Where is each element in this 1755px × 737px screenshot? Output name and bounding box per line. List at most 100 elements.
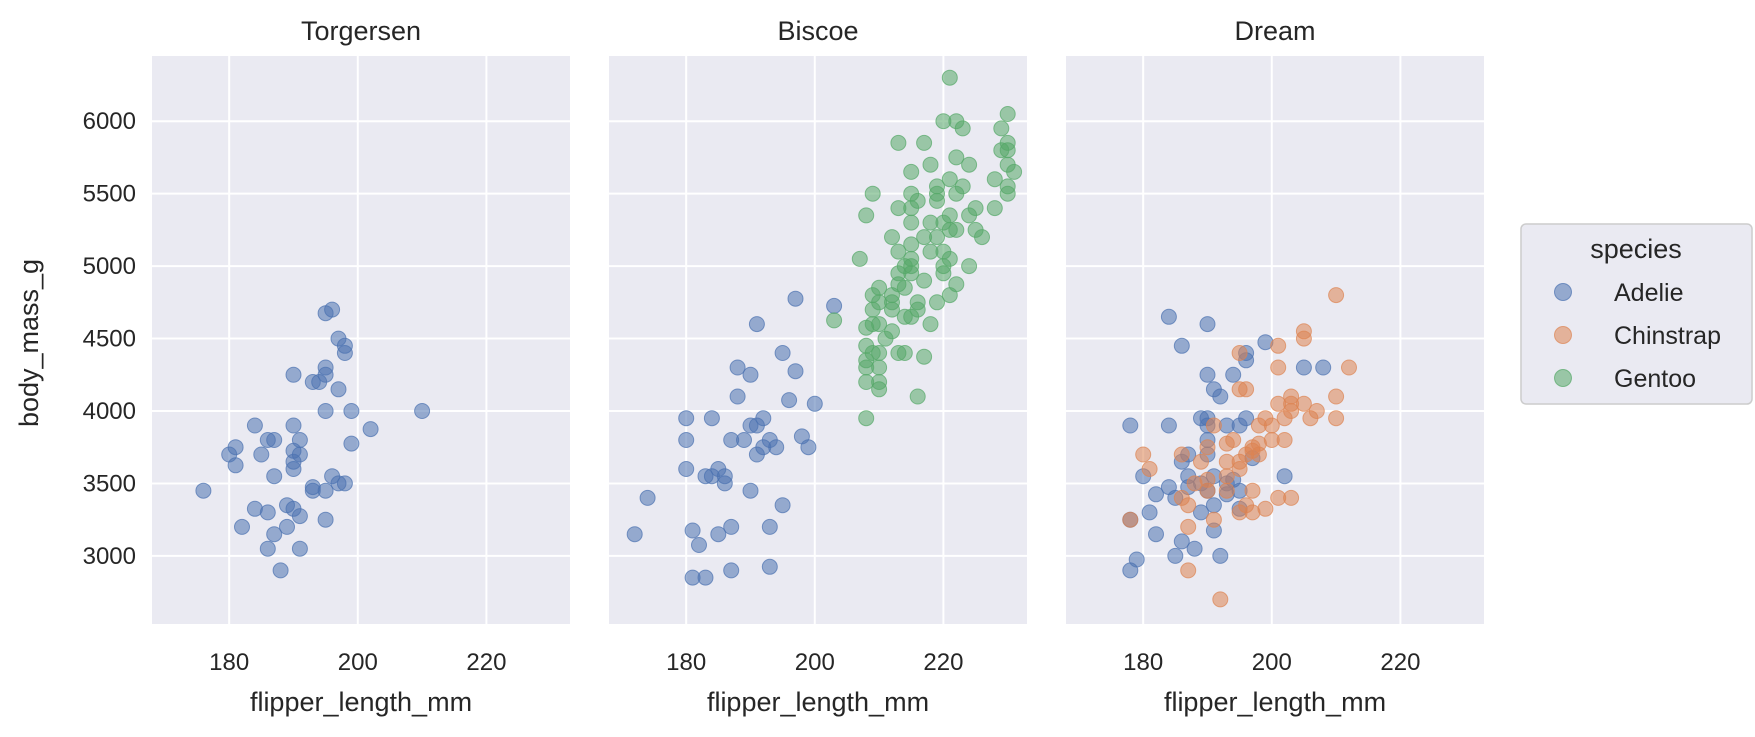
- point-chinstrap: [1270, 337, 1287, 354]
- point-adelie: [1122, 417, 1139, 434]
- point-adelie: [195, 482, 212, 499]
- point-adelie: [279, 518, 295, 535]
- x-tick-label: 220: [923, 649, 963, 676]
- point-gentoo: [967, 200, 984, 217]
- point-adelie: [1160, 417, 1177, 434]
- point-adelie: [755, 410, 772, 427]
- legend-marker: [1554, 283, 1572, 301]
- point-adelie: [1199, 316, 1216, 333]
- facet-dream: Dream 180 200 220 flipper_length_mm: [1066, 16, 1484, 717]
- point-gentoo: [871, 316, 888, 333]
- point-chinstrap: [1199, 471, 1216, 488]
- point-gentoo: [884, 323, 900, 340]
- point-gentoo: [961, 258, 978, 275]
- point-chinstrap: [1295, 395, 1312, 412]
- point-gentoo: [851, 250, 868, 267]
- point-gentoo: [948, 221, 965, 238]
- point-gentoo: [896, 279, 913, 296]
- point-adelie: [317, 366, 334, 383]
- point-gentoo: [986, 171, 1003, 188]
- point-adelie: [227, 439, 244, 456]
- point-chinstrap: [1270, 359, 1287, 376]
- point-adelie: [1186, 540, 1203, 557]
- x-tick-label: 200: [338, 649, 378, 676]
- point-gentoo: [916, 348, 933, 365]
- point-gentoo: [884, 301, 900, 318]
- point-adelie: [1205, 497, 1222, 514]
- point-adelie: [272, 562, 289, 579]
- legend: species Adelie Chinstrap Gentoo: [1520, 223, 1753, 405]
- point-adelie: [748, 316, 765, 333]
- x-axis-label: flipper_length_mm: [1164, 687, 1386, 717]
- point-adelie: [291, 446, 308, 463]
- point-chinstrap: [1218, 482, 1235, 499]
- point-adelie: [703, 410, 720, 427]
- point-gentoo: [826, 312, 843, 329]
- point-adelie: [1193, 504, 1209, 521]
- point-chinstrap: [1341, 359, 1357, 376]
- point-adelie: [774, 497, 791, 514]
- point-gentoo: [871, 345, 888, 361]
- point-adelie: [626, 526, 643, 543]
- legend-item-adelie: Adelie: [1554, 279, 1684, 307]
- point-adelie: [1276, 468, 1293, 485]
- point-adelie: [742, 482, 759, 499]
- point-adelie: [684, 522, 701, 539]
- y-tick-label: 5000: [83, 253, 136, 280]
- point-gentoo: [909, 301, 926, 318]
- point-adelie: [787, 363, 804, 380]
- point-gentoo: [993, 120, 1010, 137]
- point-gentoo: [999, 142, 1016, 159]
- legend-frame: [1520, 223, 1753, 405]
- point-chinstrap: [1212, 591, 1229, 608]
- point-chinstrap: [1225, 432, 1242, 448]
- point-adelie: [317, 403, 334, 419]
- legend-item-chinstrap: Chinstrap: [1554, 322, 1721, 350]
- point-adelie: [259, 540, 276, 557]
- point-chinstrap: [1180, 497, 1197, 514]
- point-chinstrap: [1283, 388, 1300, 405]
- point-chinstrap: [1328, 388, 1345, 405]
- point-chinstrap: [1257, 500, 1274, 517]
- point-chinstrap: [1328, 287, 1345, 304]
- point-adelie: [768, 439, 785, 456]
- point-adelie: [806, 395, 823, 412]
- point-chinstrap: [1295, 330, 1312, 347]
- point-gentoo: [896, 345, 913, 361]
- facet-title: Torgersen: [301, 16, 421, 46]
- point-adelie: [1315, 359, 1332, 376]
- point-adelie: [787, 290, 804, 307]
- point-gentoo: [954, 178, 971, 195]
- x-tick-label: 180: [1123, 649, 1163, 676]
- facet-title: Biscoe: [777, 16, 858, 46]
- point-adelie: [266, 526, 283, 543]
- point-adelie: [234, 518, 250, 535]
- point-gentoo: [871, 381, 888, 398]
- legend-item-gentoo: Gentoo: [1554, 365, 1696, 393]
- point-adelie: [800, 439, 817, 456]
- point-adelie: [336, 345, 353, 361]
- point-chinstrap: [1180, 562, 1197, 579]
- point-adelie: [1199, 366, 1216, 383]
- point-adelie: [678, 432, 695, 448]
- point-adelie: [285, 461, 302, 477]
- facet-panels: Torgersen 180 200 220 flipper_length_mm Bisco…: [83, 16, 1484, 717]
- legend-marker: [1554, 326, 1572, 344]
- point-chinstrap: [1238, 381, 1255, 398]
- y-tick-label: 3500: [83, 470, 136, 497]
- point-adelie: [1148, 526, 1164, 543]
- point-adelie: [697, 569, 714, 586]
- y-tick-label: 4000: [83, 398, 136, 425]
- legend-items: Adelie Chinstrap Gentoo: [1554, 279, 1721, 393]
- legend-marker: [1554, 369, 1572, 387]
- point-gentoo: [909, 388, 926, 405]
- point-adelie: [414, 403, 431, 419]
- point-adelie: [1128, 551, 1145, 568]
- point-adelie: [736, 432, 752, 448]
- point-adelie: [266, 432, 283, 448]
- point-gentoo: [916, 272, 933, 289]
- y-tick-label: 6000: [83, 108, 136, 135]
- x-tick-label: 220: [1380, 649, 1420, 676]
- point-gentoo: [941, 250, 958, 267]
